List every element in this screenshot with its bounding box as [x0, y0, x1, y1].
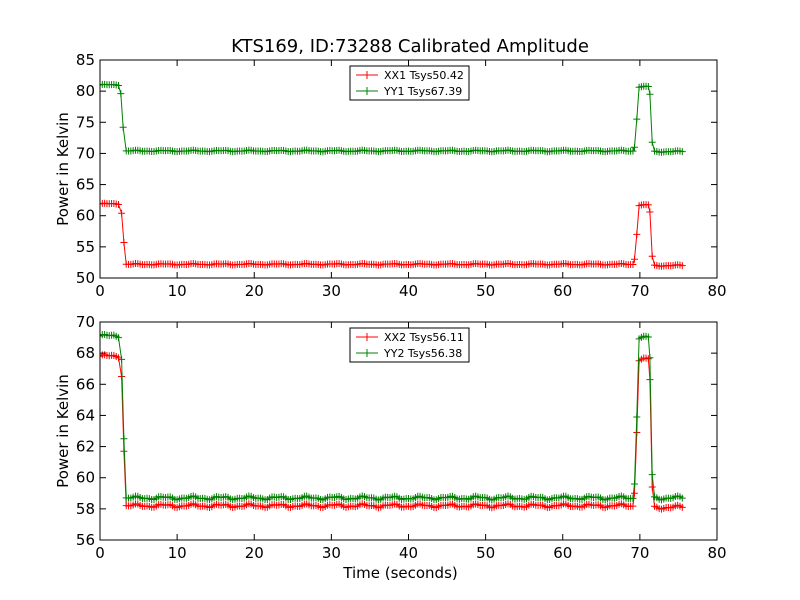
x-axis-label: Time (seconds) [342, 564, 458, 582]
series-1-group [100, 351, 686, 513]
y-tick-label: 80 [76, 82, 95, 100]
y-tick-label: 62 [76, 438, 95, 456]
x-tick-label: 0 [95, 282, 105, 300]
series-markers [100, 331, 686, 504]
y-tick-label: 55 [76, 238, 95, 256]
legend-label: YY1 Tsys67.39 [383, 85, 462, 98]
legend-label: XX2 Tsys56.11 [384, 331, 464, 344]
x-tick-label: 20 [245, 544, 264, 562]
x-tick-label: 80 [707, 544, 726, 562]
legend: XX1 Tsys50.42 YY1 Tsys67.39 [349, 65, 470, 101]
top-panel: 0 10 20 30 40 50 60 70 80 50 55 60 65 70 75 80 85 Power i… [54, 51, 727, 300]
y-tick-label: 70 [76, 144, 95, 162]
y-tick-label: 68 [76, 344, 95, 362]
y-tick-label: 58 [76, 500, 95, 518]
y-tick-label: 64 [76, 406, 95, 424]
x-tick-label: 60 [553, 544, 572, 562]
legend: XX2 Tsys56.11 YY2 Tsys56.38 [349, 327, 470, 363]
y-tick-label: 65 [76, 176, 95, 194]
y-tick-label: 75 [76, 113, 95, 131]
legend-box [349, 327, 470, 363]
x-tick-label: 70 [630, 544, 649, 562]
figure-title: KTS169, ID:73288 Calibrated Amplitude [231, 36, 589, 57]
y-axis-label: Power in Kelvin [54, 112, 72, 226]
legend-marker [363, 87, 371, 95]
legend-marker [363, 333, 371, 341]
x-tick-label: 40 [399, 282, 418, 300]
y-axis-label: Power in Kelvin [54, 374, 72, 488]
legend-marker [363, 71, 371, 79]
y-tick-label: 60 [76, 207, 95, 225]
x-tick-label: 10 [168, 544, 187, 562]
x-tick-label: 60 [553, 282, 572, 300]
y-tick-label: 60 [76, 469, 95, 487]
legend-marker [363, 349, 371, 357]
bottom-panel: 0 10 20 30 40 50 60 70 80 56 58 60 62 64 66 68 70 Power i… [54, 313, 727, 582]
series-1-group [100, 199, 686, 270]
x-tick-label: 30 [322, 544, 341, 562]
series-markers [100, 199, 686, 270]
legend-label: YY2 Tsys56.38 [383, 347, 462, 360]
x-tick-label: 20 [245, 282, 264, 300]
x-tick-label: 10 [168, 282, 187, 300]
x-tick-label: 80 [707, 282, 726, 300]
x-tick-label: 30 [322, 282, 341, 300]
y-tick-label: 66 [76, 375, 95, 393]
y-tick-label: 70 [76, 313, 95, 331]
x-tick-label: 50 [476, 544, 495, 562]
legend-label: XX1 Tsys50.42 [384, 69, 464, 82]
series-markers [100, 351, 686, 513]
y-tick-label: 56 [76, 531, 95, 549]
legend-box [349, 65, 470, 101]
y-tick-label: 50 [76, 269, 95, 287]
series-2-group [100, 331, 686, 504]
x-tick-label: 40 [399, 544, 418, 562]
x-tick-label: 70 [630, 282, 649, 300]
series-2-group [100, 80, 686, 156]
series-markers [100, 80, 686, 156]
x-tick-label: 0 [95, 544, 105, 562]
y-tick-label: 85 [76, 51, 95, 69]
x-tick-label: 50 [476, 282, 495, 300]
